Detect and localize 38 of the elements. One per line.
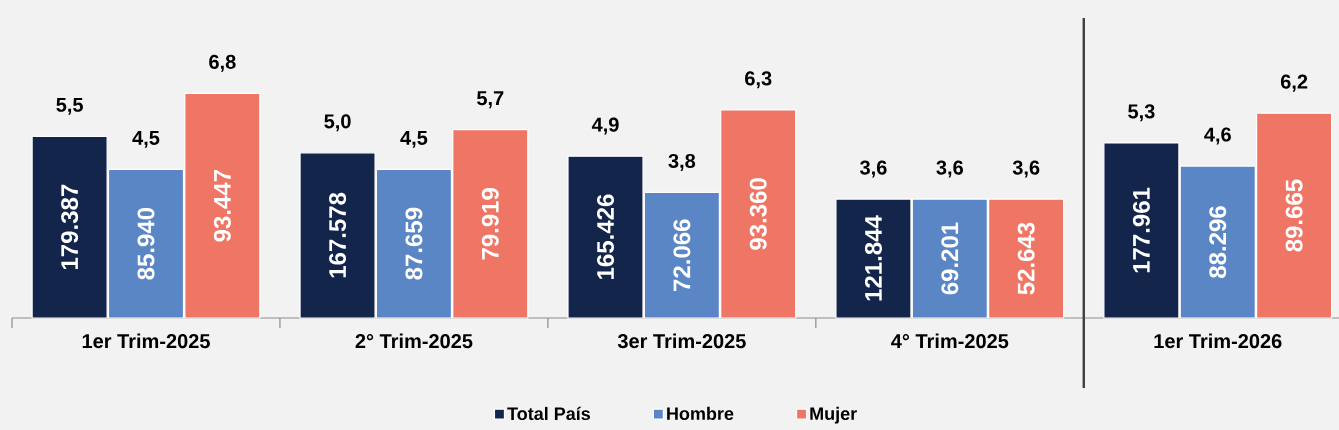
annotation: 93.360 [749, 178, 767, 250]
legend-label: Mujer [810, 406, 857, 424]
data-label: 6,8 [209, 54, 236, 72]
annotation: 52.643 [1017, 222, 1035, 295]
annotation: 87.659 [405, 207, 423, 280]
data-label: 5,3 [1128, 104, 1155, 122]
data-label: 4,5 [400, 130, 428, 148]
data-label: 3,8 [668, 153, 696, 171]
data-label: 4,5 [132, 130, 160, 148]
data-label: 5,5 [56, 97, 83, 115]
x-tick-label: 1er Trim-2025 [82, 333, 210, 349]
data-label: 4,6 [1204, 127, 1231, 145]
annotation: 165.426 [597, 194, 614, 279]
annotation: 167.578 [329, 192, 347, 278]
data-label: 6,2 [1280, 74, 1308, 92]
annotation: 69.201 [941, 222, 959, 295]
annotation: 79.919 [481, 188, 499, 260]
x-tick-label: 4° Trim-2025 [891, 333, 1009, 349]
annotation: 89.665 [1285, 179, 1303, 252]
annotation: 88.296 [1209, 206, 1227, 278]
data-label: 6,3 [745, 71, 772, 89]
data-label: 3,6 [936, 160, 963, 178]
data-label: 5,0 [324, 114, 351, 132]
annotation: 93.447 [213, 170, 231, 242]
legend-label: Total País [507, 406, 590, 421]
data-label: 3,6 [860, 160, 887, 178]
annotation: 85.940 [137, 207, 155, 280]
annotation: 72.066 [673, 219, 691, 291]
annotation: 179.387 [61, 184, 79, 270]
data-label: 5,7 [477, 91, 504, 109]
x-tick-label: 2° Trim-2025 [355, 333, 473, 349]
data-label: 3,6 [1012, 160, 1040, 178]
annotation: 177.961 [1132, 187, 1150, 273]
data-label: 4,9 [591, 117, 619, 135]
x-tick-label: 1er Trim-2026 [1154, 333, 1282, 349]
legend-label: Hombre [667, 406, 734, 421]
annotation: 121.844 [864, 215, 882, 301]
x-tick-label: 3er Trim-2025 [617, 333, 746, 349]
